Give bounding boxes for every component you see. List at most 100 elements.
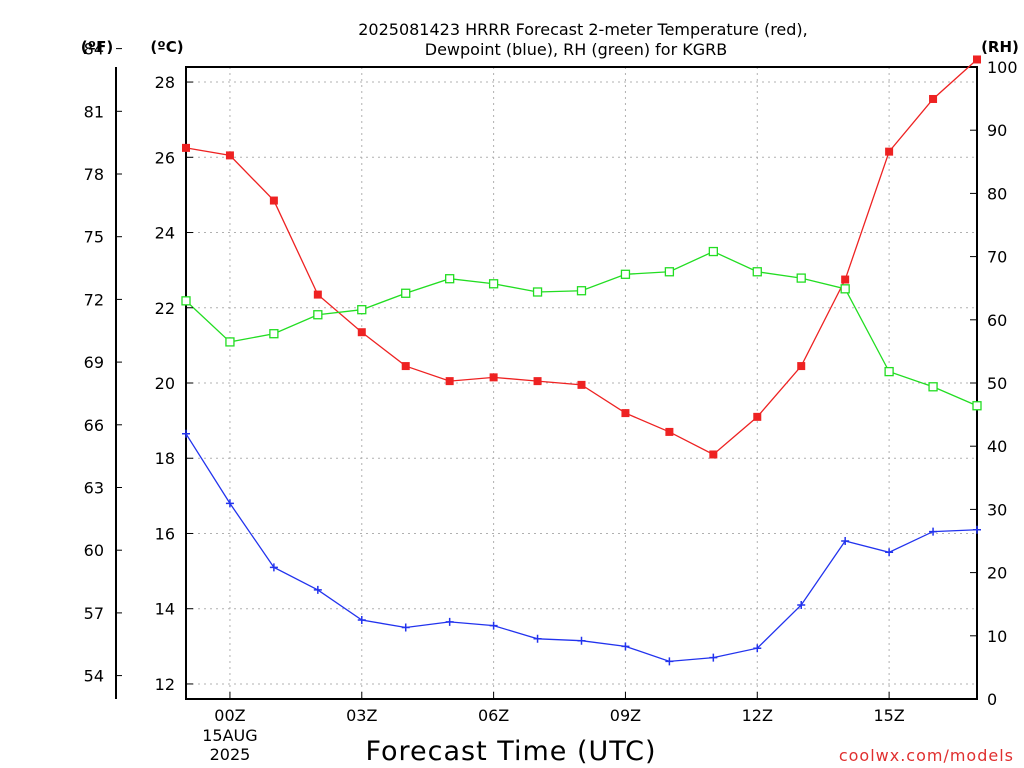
rh-tick-label: 0 [987, 690, 997, 709]
temperature-point [269, 196, 278, 205]
dewpoint-point [797, 600, 806, 609]
temperature-point [357, 328, 366, 337]
fahrenheit-tick-label: 60 [84, 541, 104, 560]
rh-point [576, 286, 587, 296]
fahrenheit-tick-label: 81 [84, 102, 104, 121]
celsius-tick-label: 18 [155, 449, 175, 468]
rh-tick-label: 10 [987, 627, 1007, 646]
rh-point [225, 337, 235, 347]
temperature-point [665, 427, 674, 436]
rh-axis-label: (RH) [981, 38, 1019, 56]
fahrenheit-tick-label: 63 [84, 478, 104, 497]
temperature-line [185, 58, 978, 456]
fahrenheit-tick-label: 84 [84, 40, 104, 59]
x-axis-label: Forecast Time (UTC) [365, 736, 656, 767]
dewpoint-point [182, 429, 190, 438]
fahrenheit-axis-label: (ºF) [81, 38, 113, 56]
celsius-tick-label: 14 [155, 600, 175, 619]
dewpoint-point [489, 621, 498, 630]
temperature-point [709, 450, 718, 459]
fahrenheit-tick-label: 69 [84, 353, 104, 372]
temperature-point [225, 151, 234, 160]
celsius-tick-label: 28 [155, 73, 175, 92]
x-tick-sublabel: 15AUG [202, 726, 257, 745]
x-tick-label: 06Z [478, 706, 509, 725]
chart-subtitle: Dewpoint (blue), RH (green) for KGRB [425, 40, 727, 59]
x-tick-label: 00Z [214, 706, 245, 725]
x-tick-label: 12Z [742, 706, 773, 725]
rh-tick-label: 60 [987, 311, 1007, 330]
celsius-tick-label: 16 [155, 524, 175, 543]
temperature-point [753, 412, 762, 421]
fahrenheit-tick-label: 75 [84, 228, 104, 247]
temperature-point [533, 377, 542, 386]
temperature-point [313, 290, 322, 299]
rh-tick-label: 80 [987, 184, 1007, 203]
x-tick-label: 03Z [346, 706, 377, 725]
dewpoint-point [577, 636, 586, 645]
rh-tick-label: 40 [987, 437, 1007, 456]
temperature-point [445, 377, 454, 386]
dewpoint-point [709, 653, 718, 662]
temperature-point [621, 409, 630, 418]
temperature-point [489, 373, 498, 382]
dewpoint-point [841, 537, 850, 545]
temperature-point [797, 362, 806, 371]
rh-point [181, 296, 191, 306]
x-tick-label: 15Z [873, 706, 904, 725]
rh-point [532, 287, 543, 297]
fahrenheit-tick-label: 72 [84, 290, 104, 309]
dewpoint-point [973, 525, 981, 534]
celsius-tick-label: 26 [155, 148, 175, 167]
temperature-point [182, 143, 190, 152]
temperature-point [885, 147, 894, 156]
rh-point [620, 269, 631, 279]
dewpoint-point [357, 616, 366, 624]
rh-point [401, 288, 411, 298]
dewpoint-point [621, 642, 630, 651]
rh-point [313, 310, 323, 320]
rh-point [357, 305, 367, 315]
rh-tick-label: 50 [987, 374, 1007, 393]
dewpoint-point [225, 499, 234, 508]
rh-point [840, 284, 850, 294]
celsius-tick-label: 24 [155, 224, 175, 243]
rh-point [972, 401, 982, 411]
rh-tick-label: 100 [987, 58, 1018, 77]
celsius-tick-label: 20 [155, 374, 175, 393]
rh-point [269, 329, 279, 339]
credit-text: coolwx.com/models [839, 746, 1014, 765]
celsius-axis-label: (ºC) [150, 38, 183, 56]
dewpoint-point [401, 623, 410, 632]
dewpoint-line [185, 433, 978, 663]
dewpoint-point [269, 563, 278, 572]
dewpoint-point [313, 585, 322, 594]
dewpoint-point [929, 527, 938, 536]
dewpoint-point [533, 634, 542, 643]
rh-point [796, 273, 806, 283]
series [181, 55, 982, 666]
dewpoint-point [445, 617, 454, 626]
chart-title: 2025081423 HRRR Forecast 2-meter Tempera… [358, 20, 808, 39]
rh-point [445, 274, 455, 284]
celsius-tick-label: 12 [155, 675, 175, 694]
rh-point [928, 382, 938, 392]
fahrenheit-tick-label: 57 [84, 604, 104, 623]
temperature-point [973, 55, 981, 64]
temperature-point [401, 362, 410, 371]
rh-point [664, 267, 675, 277]
rh-tick-label: 20 [987, 564, 1007, 583]
fahrenheit-tick-label: 78 [84, 165, 104, 184]
fahrenheit-tick-label: 54 [84, 667, 104, 686]
rh-point [752, 267, 762, 277]
dewpoint-point [885, 548, 894, 557]
dewpoint-point [665, 657, 674, 666]
rh-point [488, 279, 499, 289]
dewpoint-point [753, 644, 762, 653]
x-tick-label: 09Z [610, 706, 641, 725]
temperature-point [841, 275, 850, 284]
rh-tick-label: 90 [987, 121, 1007, 140]
temperature-point [929, 94, 938, 103]
celsius-tick-label: 22 [155, 299, 175, 318]
